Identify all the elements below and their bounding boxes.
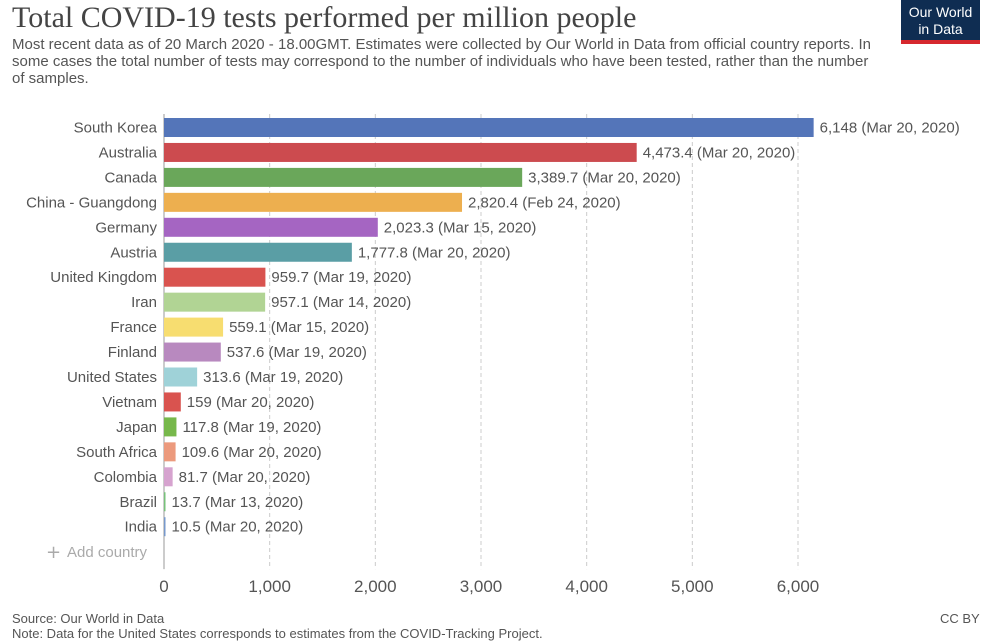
data-label: 109.6 (Mar 20, 2020) xyxy=(182,444,322,461)
data-label: 2,820.4 (Feb 24, 2020) xyxy=(468,194,621,211)
bar xyxy=(164,192,463,212)
bar xyxy=(164,317,224,337)
bar xyxy=(164,417,177,437)
category-label: South Korea xyxy=(74,120,158,137)
x-tick-label: 2,000 xyxy=(354,577,397,596)
category-label: Germany xyxy=(95,219,157,236)
bar xyxy=(164,217,378,237)
data-label: 313.6 (Mar 19, 2020) xyxy=(203,369,343,386)
category-label: Colombia xyxy=(94,469,158,486)
plus-icon: + xyxy=(46,542,61,563)
x-tick-label: 3,000 xyxy=(460,577,503,596)
x-tick-label: 1,000 xyxy=(248,577,291,596)
bar xyxy=(164,442,176,462)
bar xyxy=(164,367,198,387)
note-text: Note: Data for the United States corresp… xyxy=(12,626,543,641)
chart-subtitle: Most recent data as of 20 March 2020 - 1… xyxy=(12,36,871,87)
x-tick-label: 4,000 xyxy=(565,577,608,596)
category-label: Canada xyxy=(104,169,157,186)
add-country-button[interactable]: + Add country xyxy=(46,542,148,563)
category-label: Austria xyxy=(110,244,157,261)
category-label: Brazil xyxy=(119,494,157,511)
bar xyxy=(164,517,166,537)
x-tick-label: 0 xyxy=(159,577,168,596)
owid-logo[interactable]: Our World in Data xyxy=(901,0,980,44)
category-label: Australia xyxy=(99,144,158,161)
data-label: 81.7 (Mar 20, 2020) xyxy=(179,469,311,486)
data-label: 1,777.8 (Mar 20, 2020) xyxy=(358,244,511,261)
category-label: United States xyxy=(67,369,157,386)
logo-line-1: Our World xyxy=(908,4,973,20)
category-label: United Kingdom xyxy=(50,269,157,286)
category-label: South Africa xyxy=(76,444,158,461)
x-tick-label: 6,000 xyxy=(777,577,820,596)
data-label: 10.5 (Mar 20, 2020) xyxy=(172,519,304,536)
data-label: 159 (Mar 20, 2020) xyxy=(187,394,315,411)
bar xyxy=(164,342,221,362)
bar xyxy=(164,467,173,487)
bar xyxy=(164,492,166,512)
bar xyxy=(164,142,637,162)
x-tick-label: 5,000 xyxy=(671,577,714,596)
data-label: 4,473.4 (Mar 20, 2020) xyxy=(643,144,796,161)
data-label: 2,023.3 (Mar 15, 2020) xyxy=(384,219,537,236)
category-label: Iran xyxy=(131,294,157,311)
data-label: 957.1 (Mar 14, 2020) xyxy=(271,294,411,311)
data-label: 559.1 (Mar 15, 2020) xyxy=(229,319,369,336)
source-text: Source: Our World in Data xyxy=(12,611,165,626)
data-label: 13.7 (Mar 13, 2020) xyxy=(172,494,304,511)
chart-title: Total COVID-19 tests performed per milli… xyxy=(12,1,637,34)
category-label: Japan xyxy=(116,419,157,436)
category-label: France xyxy=(110,319,157,336)
data-label: 3,389.7 (Mar 20, 2020) xyxy=(528,169,681,186)
data-label: 117.8 (Mar 19, 2020) xyxy=(182,419,321,436)
category-label: Vietnam xyxy=(102,394,157,411)
bar xyxy=(164,242,352,262)
data-label: 537.6 (Mar 19, 2020) xyxy=(227,344,367,361)
bar xyxy=(164,267,266,287)
bar xyxy=(164,167,523,187)
bar xyxy=(164,118,814,137)
bar xyxy=(164,292,266,312)
category-label: India xyxy=(124,519,157,536)
add-country-label: Add country xyxy=(67,544,148,561)
category-label: Finland xyxy=(108,344,157,361)
data-label: 6,148 (Mar 20, 2020) xyxy=(820,120,960,137)
license-link[interactable]: CC BY xyxy=(940,611,980,626)
bar xyxy=(164,392,181,412)
category-label: China - Guangdong xyxy=(26,194,157,211)
logo-line-2: in Data xyxy=(918,21,963,37)
data-label: 959.7 (Mar 19, 2020) xyxy=(271,269,411,286)
